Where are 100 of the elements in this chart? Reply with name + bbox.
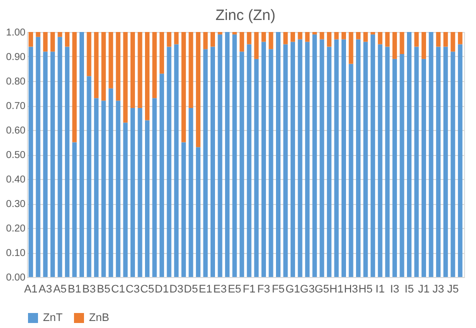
- bar: [348, 32, 354, 64]
- x-tick-label: J3: [432, 284, 444, 296]
- bar: [36, 32, 40, 37]
- bar: [138, 108, 142, 277]
- y-tick-label: 0.60: [6, 126, 26, 136]
- bar: [166, 46, 172, 277]
- bar: [160, 32, 164, 74]
- x-tick-label: F1: [242, 284, 256, 296]
- x-tick-label: G3: [300, 284, 315, 296]
- bar: [268, 49, 274, 277]
- bar: [428, 32, 434, 277]
- bar: [326, 32, 332, 47]
- bar: [326, 46, 332, 277]
- x-tick-label: I1: [376, 284, 385, 296]
- x-tick-label: F5: [272, 284, 285, 296]
- bar: [414, 46, 419, 277]
- y-tick-label: 0.20: [6, 224, 26, 234]
- bar: [283, 44, 288, 277]
- bar: [101, 100, 106, 277]
- bar: [356, 39, 361, 277]
- y-tick-label: 0.90: [6, 52, 26, 63]
- x-tick-label: C5: [140, 284, 154, 296]
- bar: [181, 32, 186, 142]
- bar: [385, 46, 390, 277]
- y-tick-label: 0.70: [6, 101, 26, 112]
- x-tick-label: C3: [126, 284, 140, 296]
- bar: [246, 32, 252, 44]
- bar: [422, 58, 426, 277]
- x-tick-label: C1: [111, 284, 126, 296]
- bar: [414, 32, 419, 47]
- bar: [108, 88, 114, 277]
- bar: [320, 39, 324, 277]
- bar: [276, 32, 280, 277]
- bar: [116, 100, 120, 277]
- bar: [64, 46, 70, 277]
- bar: [363, 42, 368, 277]
- bar: [225, 32, 230, 277]
- bar: [356, 32, 361, 40]
- bar: [436, 46, 441, 277]
- bar: [290, 42, 296, 277]
- bar: [123, 122, 128, 277]
- x-tick-label: H3: [344, 284, 358, 296]
- bar: [392, 58, 397, 277]
- bar: [86, 76, 92, 277]
- bar: [298, 39, 302, 277]
- bar: [298, 32, 302, 40]
- x-tick-label: E3: [213, 284, 227, 296]
- bar: [436, 32, 441, 47]
- bar: [348, 64, 354, 277]
- x-tick-label: J5: [447, 284, 459, 296]
- bar: [378, 44, 382, 277]
- bar: [422, 32, 426, 59]
- y-tick-label: 0.80: [6, 76, 26, 88]
- bar: [334, 32, 339, 40]
- bar: [341, 32, 346, 40]
- bar: [196, 147, 200, 277]
- x-tick-label: F3: [257, 284, 270, 296]
- bar: [443, 46, 448, 277]
- x-tick-label: A1: [24, 284, 38, 296]
- x-tick-label: B5: [96, 284, 110, 296]
- bar: [400, 32, 404, 54]
- bar: [363, 32, 368, 42]
- x-tick-label: D1: [154, 284, 169, 296]
- bar: [290, 32, 296, 42]
- chart-title: Zinc (Zn): [216, 7, 276, 24]
- y-tick-label: 0.30: [6, 199, 26, 210]
- bar: [406, 32, 412, 277]
- bar: [458, 32, 462, 44]
- bar: [443, 32, 448, 47]
- bar: [334, 39, 339, 277]
- y-tick-label: 1.00: [6, 28, 26, 38]
- x-tick-label: D3: [169, 284, 184, 296]
- bar: [58, 32, 62, 37]
- x-tick-label: E5: [228, 284, 242, 296]
- bar: [261, 42, 266, 277]
- bar: [188, 32, 194, 108]
- x-tick-label: J1: [418, 284, 430, 296]
- bar: [203, 49, 208, 277]
- bar: [123, 32, 128, 123]
- bar: [64, 32, 70, 47]
- bar: [370, 34, 376, 277]
- bar: [72, 32, 77, 142]
- bar: [196, 32, 200, 148]
- bar: [203, 32, 208, 50]
- x-tick-label: H1: [329, 284, 344, 296]
- x-tick-label: B1: [68, 284, 82, 296]
- bar: [50, 52, 55, 277]
- bar: [72, 142, 77, 277]
- x-tick-label: A5: [53, 284, 67, 296]
- x-tick-label: B3: [82, 284, 96, 296]
- y-tick-label: 0.10: [6, 248, 26, 259]
- x-tick-label: G5: [314, 284, 330, 296]
- bar: [246, 44, 252, 277]
- bar: [268, 32, 274, 50]
- bar: [130, 32, 135, 108]
- bar: [312, 34, 317, 277]
- bar: [152, 98, 157, 277]
- bar: [320, 32, 324, 40]
- bar: [50, 32, 55, 52]
- bar: [188, 108, 194, 277]
